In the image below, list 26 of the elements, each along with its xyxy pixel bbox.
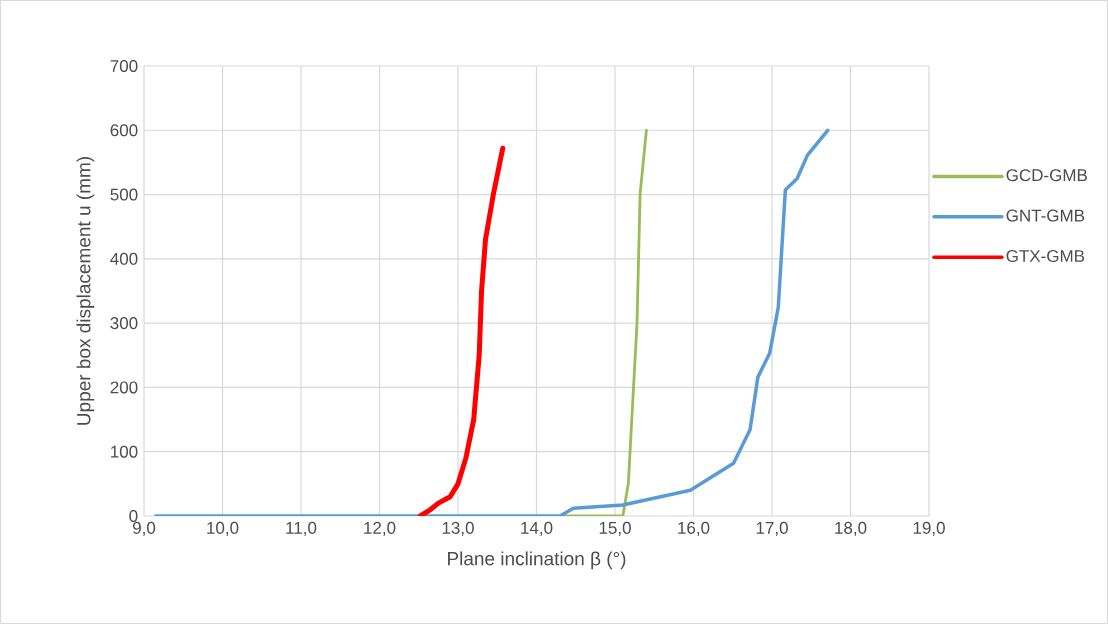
y-tick-label: 500 (110, 188, 138, 201)
y-tick-label: 300 (110, 317, 138, 330)
line-series (561, 128, 648, 516)
y-tick-label: 0 (129, 509, 138, 523)
x-tick-label: 15,0 (599, 521, 631, 536)
x-tick-label: 11,0 (286, 521, 317, 536)
x-tick-label: 13,0 (442, 521, 474, 536)
legend-label: GTX-GMB (1006, 249, 1085, 263)
y-axis-title: Upper box displacement u (mm) (76, 157, 95, 425)
x-tick-label: 10,0 (207, 521, 239, 536)
x-tick-label: 14,0 (521, 521, 553, 536)
y-tick-label: 200 (110, 381, 138, 394)
legend-label: GNT-GMB (1006, 209, 1085, 222)
y-tick-label: 700 (110, 59, 138, 73)
x-tick-label: 19,0 (913, 521, 945, 536)
y-tick-label: 400 (110, 252, 138, 265)
y-tick-label: 600 (110, 124, 138, 137)
x-tick-label: 12,0 (364, 521, 396, 536)
legend-label: GCD-GMB (1006, 169, 1087, 182)
y-tick-label: 100 (111, 445, 138, 458)
x-tick-label: 18,0 (835, 521, 867, 536)
x-tick-label: 17,0 (756, 521, 788, 536)
x-tick-label: 9,0 (132, 521, 156, 536)
line-series (154, 128, 830, 516)
x-axis-title: Plane inclination β (°) (448, 551, 626, 570)
x-tick-label: 16,0 (678, 521, 710, 536)
